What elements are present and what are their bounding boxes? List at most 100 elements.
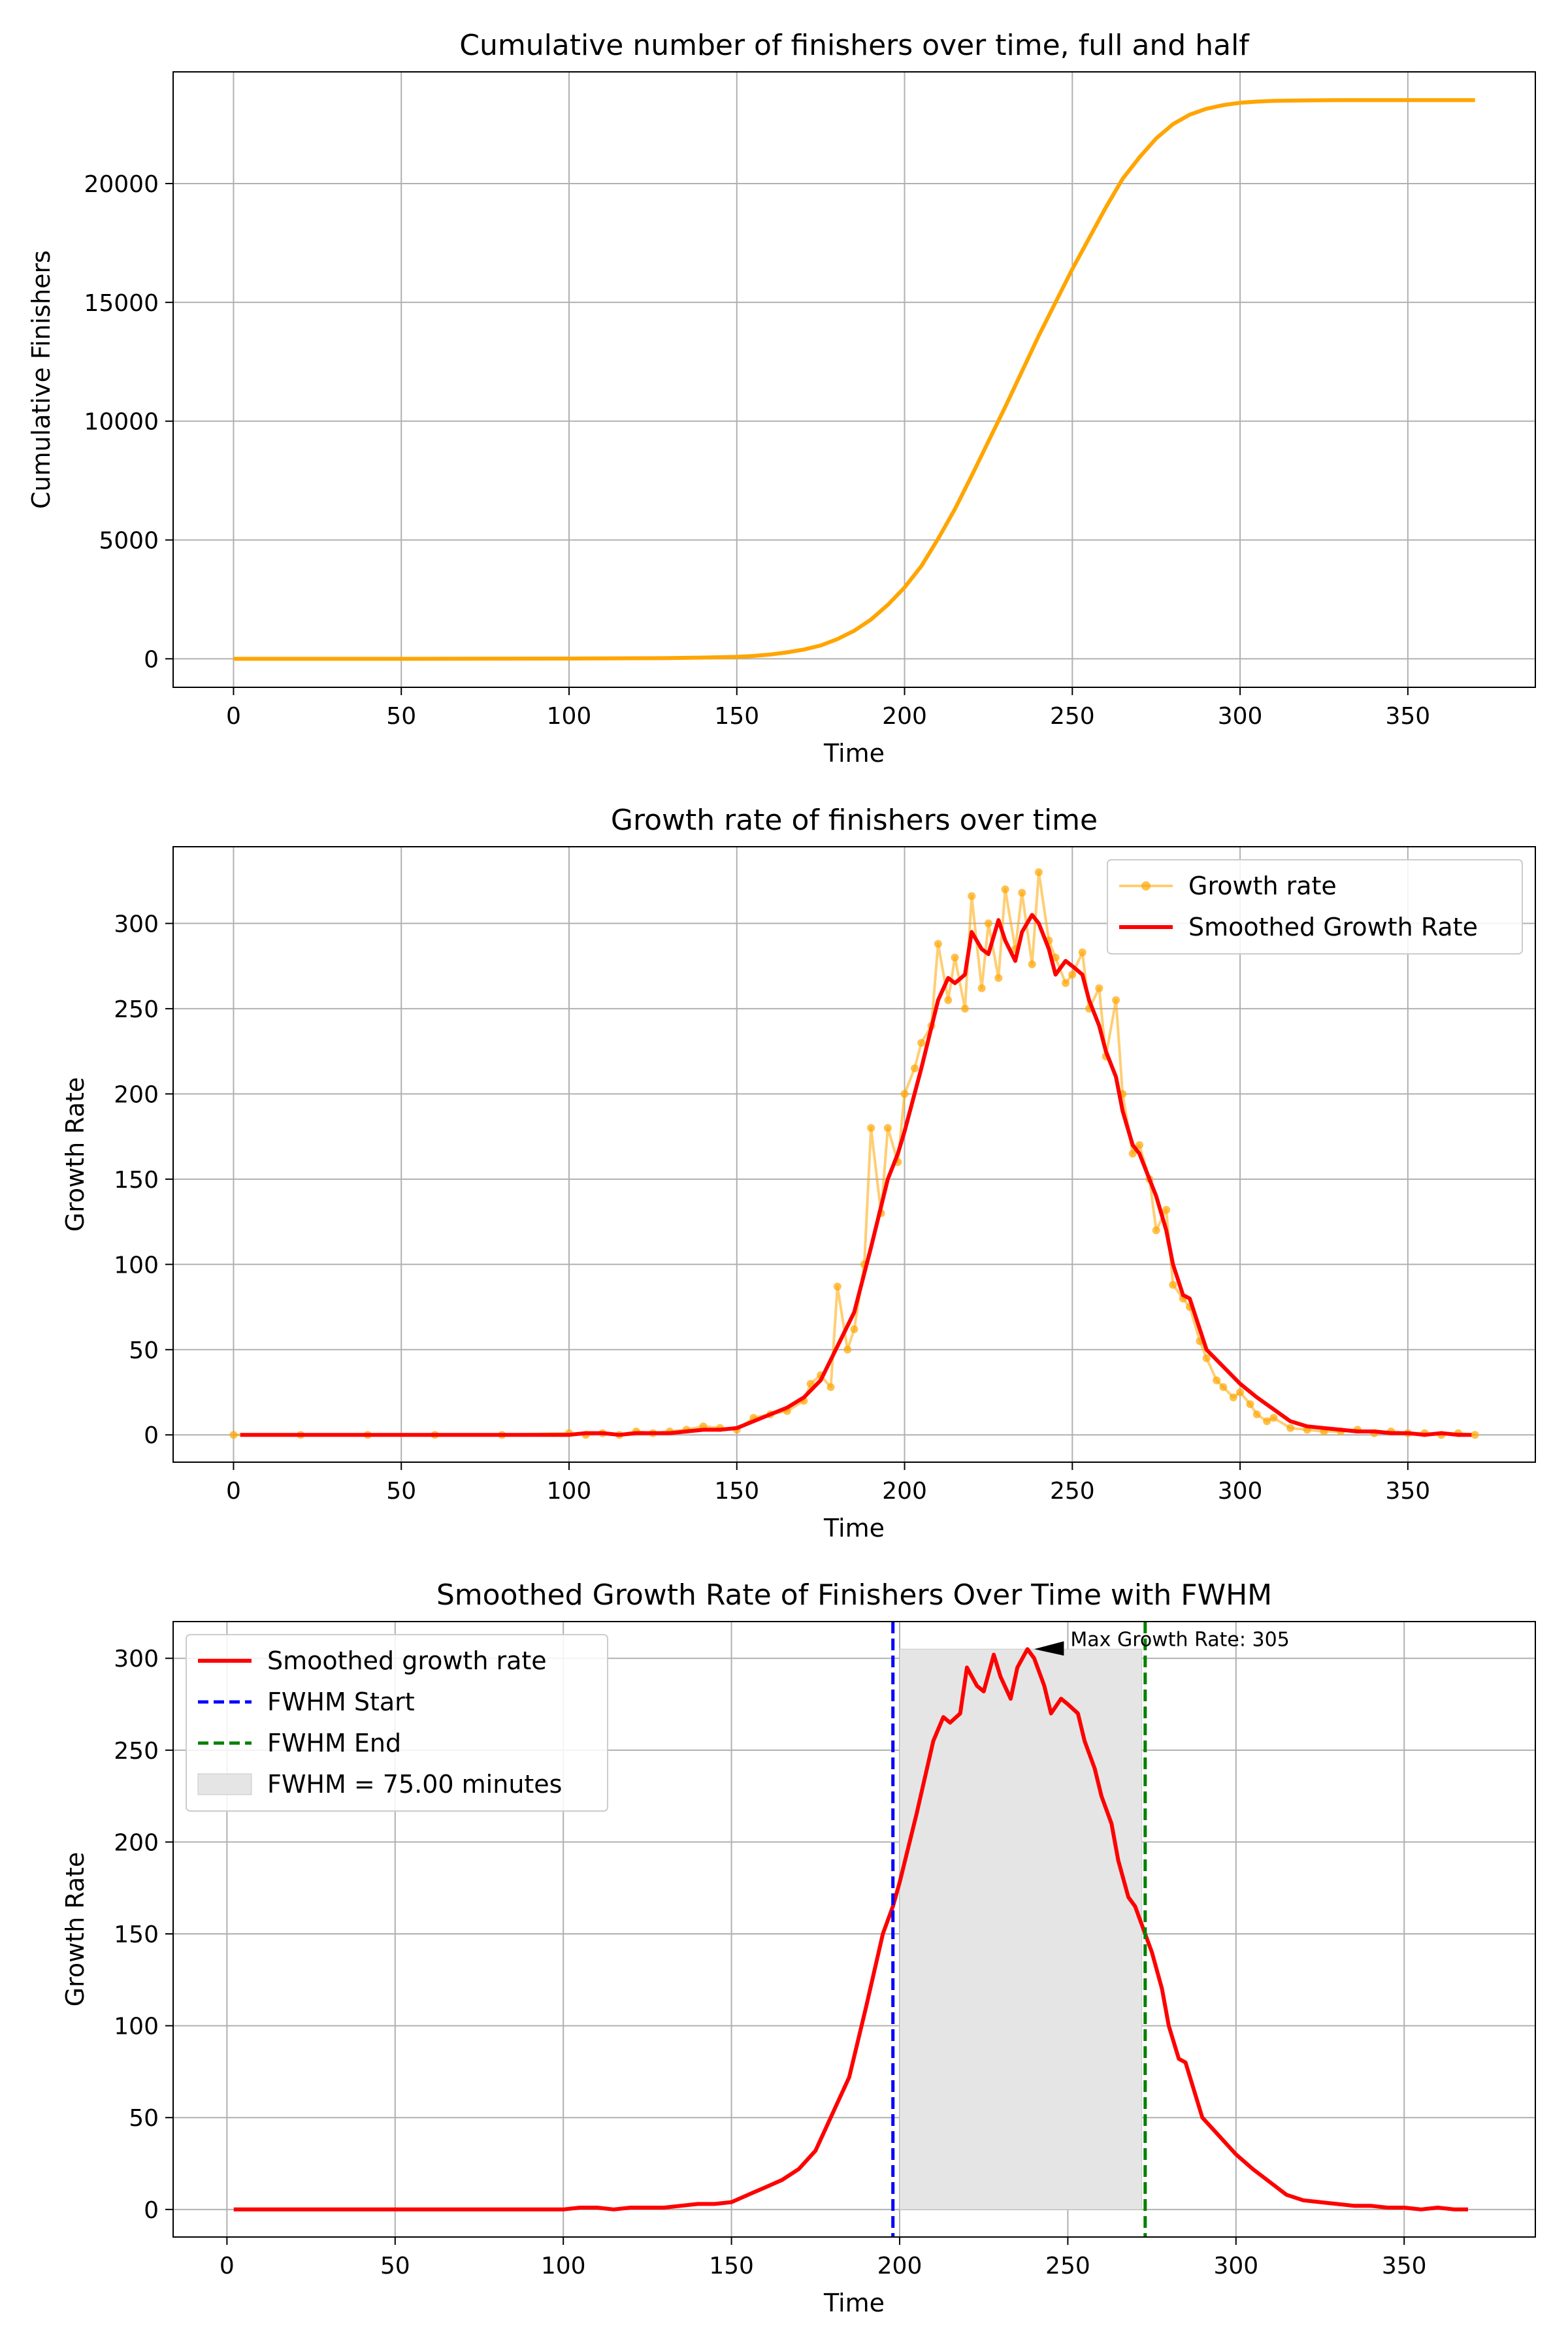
legend-box — [186, 1634, 608, 1812]
data-point — [883, 1124, 892, 1132]
x-axis-label: Time — [823, 739, 885, 768]
data-point — [229, 1431, 238, 1439]
y-tick-label: 20000 — [84, 171, 159, 198]
legend: Smoothed growth rate FWHM Start FWHM End FW… — [186, 1634, 608, 1812]
data-point — [1018, 889, 1026, 897]
x-tick-label: 350 — [1385, 1478, 1430, 1505]
data-point — [917, 1039, 926, 1047]
data-point — [994, 973, 1003, 982]
y-tick-label: 200 — [114, 1081, 159, 1108]
chart-panel-2: 0 50 100 150 200 250 300 350 0 50 100 150 200 250 300 G… — [61, 804, 1536, 1543]
x-tick-label: 100 — [541, 2253, 586, 2279]
annotation-arrow — [1034, 1641, 1064, 1656]
x-tick-label: 100 — [547, 1478, 592, 1505]
y-tick-label: 0 — [144, 646, 159, 673]
chart-title: Smoothed Growth Rate of Finishers Over T… — [436, 1578, 1272, 1612]
y-tick-label: 100 — [114, 2014, 159, 2040]
legend-label: FWHM End — [267, 1729, 401, 1757]
data-point — [984, 919, 992, 928]
y-tick-label: 10000 — [84, 409, 159, 436]
y-tick-label: 200 — [114, 1829, 159, 1856]
x-tick-label: 50 — [380, 2253, 410, 2279]
x-tick-label: 50 — [386, 703, 416, 730]
x-axis-label: Time — [823, 1514, 885, 1543]
x-tick-label: 300 — [1218, 703, 1263, 730]
data-point — [1202, 1354, 1211, 1362]
x-tick-label: 150 — [714, 703, 759, 730]
x-tick-label: 100 — [547, 703, 592, 730]
plot-frame — [172, 1621, 1536, 2238]
data-point — [960, 1004, 969, 1013]
legend-label: FWHM = 75.00 minutes — [267, 1770, 562, 1799]
y-tick-label: 5000 — [99, 528, 159, 555]
legend-box — [1107, 859, 1523, 955]
data-point — [826, 1383, 835, 1392]
x-tick-label: 200 — [882, 703, 927, 730]
annotation-text: Max Growth Rate: 305 — [1070, 1629, 1289, 1652]
data-point — [1068, 970, 1077, 979]
data-point — [1219, 1383, 1228, 1392]
data-point — [951, 953, 959, 962]
y-axis-label: Growth Rate — [61, 1077, 90, 1232]
legend-marker — [1141, 881, 1151, 890]
x-tick-label: 0 — [226, 703, 241, 730]
y-tick-label: 250 — [114, 996, 159, 1023]
y-tick-label: 0 — [144, 1422, 159, 1449]
chart-panel-1: 0 50 100 150 200 250 300 350 0 5000 10000 15000 2000… — [27, 29, 1536, 768]
x-tick-label: 50 — [386, 1478, 416, 1505]
y-tick-label: 300 — [114, 1646, 159, 1673]
x-tick-label: 250 — [1050, 1478, 1095, 1505]
x-tick-label: 350 — [1385, 703, 1430, 730]
data-point — [1062, 979, 1070, 987]
data-point — [867, 1124, 875, 1132]
y-tick-label: 150 — [114, 1921, 159, 1948]
y-tick-label: 15000 — [84, 290, 159, 317]
y-tick-label: 100 — [114, 1252, 159, 1279]
chart-title: Growth rate of finishers over time — [611, 804, 1098, 837]
y-tick-label: 50 — [129, 1337, 159, 1364]
data-point — [1001, 885, 1009, 894]
data-point — [1236, 1388, 1245, 1397]
data-point — [1112, 996, 1120, 1004]
legend-label: Smoothed Growth Rate — [1188, 913, 1478, 941]
data-point — [1269, 1414, 1278, 1422]
x-tick-label: 350 — [1382, 2253, 1427, 2279]
series-line-1 — [233, 98, 1475, 661]
data-point — [1078, 948, 1086, 956]
legend-label: Smoothed growth rate — [267, 1646, 547, 1675]
y-axis-label: Growth Rate — [61, 1852, 90, 2007]
data-point — [1162, 1205, 1171, 1214]
y-axis-label: Cumulative Finishers — [27, 250, 56, 509]
data-point — [843, 1345, 852, 1354]
data-point — [1286, 1424, 1295, 1432]
data-point — [1213, 1376, 1221, 1384]
legend-label: Growth rate — [1188, 872, 1337, 900]
data-point — [977, 984, 986, 992]
data-point — [1246, 1400, 1254, 1409]
data-point — [1135, 1141, 1144, 1149]
x-tick-label: 150 — [714, 1478, 759, 1505]
x-tick-label: 0 — [220, 2253, 235, 2279]
plot-frame — [172, 71, 1536, 688]
data-point — [1095, 984, 1103, 992]
y-tick-label: 150 — [114, 1167, 159, 1194]
y-tick-label: 50 — [129, 2105, 159, 2132]
y-tick-label: 300 — [114, 911, 159, 938]
chart-title: Cumulative number of finishers over time… — [459, 29, 1250, 62]
legend-label: FWHM Start — [267, 1688, 415, 1716]
data-point — [968, 892, 976, 900]
data-point — [1169, 1281, 1177, 1289]
data-point — [1152, 1226, 1160, 1235]
x-tick-label: 150 — [709, 2253, 754, 2279]
x-tick-label: 250 — [1045, 2253, 1090, 2279]
data-point — [910, 1064, 919, 1073]
chart-panel-3: 0 50 100 150 200 250 300 350 0 50 100 150 200 250 300 M… — [61, 1578, 1536, 2317]
data-point — [944, 996, 953, 1004]
x-axis-label: Time — [823, 2289, 885, 2317]
data-point — [833, 1282, 841, 1291]
y-tick-label: 250 — [114, 1738, 159, 1765]
data-point — [1128, 1149, 1137, 1158]
legend-swatch — [197, 1773, 252, 1795]
